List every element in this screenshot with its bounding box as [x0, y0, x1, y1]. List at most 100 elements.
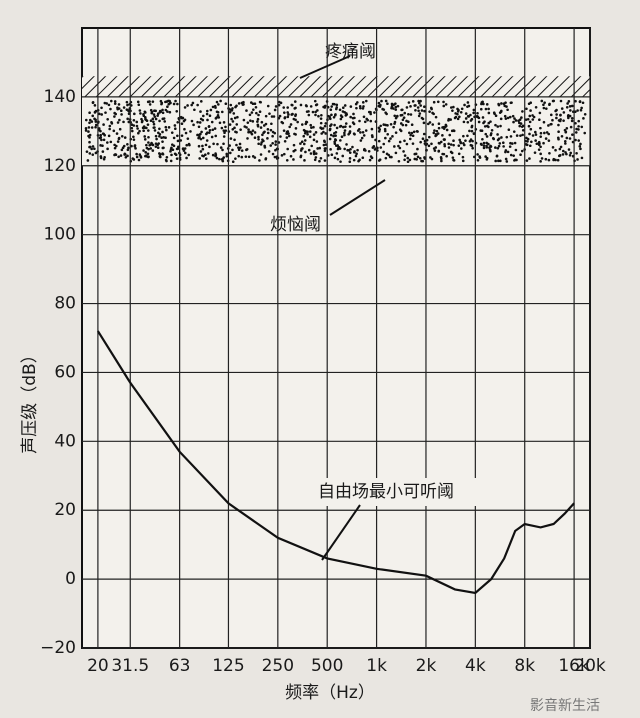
y-tick-label: 60	[54, 362, 76, 382]
band-dot	[461, 159, 465, 163]
band-dot	[193, 108, 196, 112]
band-dot	[201, 147, 205, 151]
band-dot	[263, 146, 267, 149]
band-dot	[348, 160, 352, 164]
band-dot	[257, 113, 260, 117]
band-dot	[478, 156, 482, 159]
band-dot	[168, 110, 172, 114]
band-dot	[180, 122, 184, 126]
band-dot	[432, 147, 436, 150]
band-dot	[429, 106, 433, 110]
band-dot	[421, 117, 425, 121]
band-dot	[216, 114, 220, 117]
band-dot	[481, 116, 485, 119]
band-dot	[457, 152, 461, 156]
band-dot	[314, 131, 318, 134]
band-dot	[256, 120, 259, 123]
band-dot	[384, 99, 388, 103]
band-dot	[526, 117, 530, 121]
band-dot	[333, 123, 336, 127]
band-dot	[238, 142, 242, 146]
band-dot	[330, 153, 334, 157]
band-dot	[125, 108, 129, 111]
band-dot	[351, 116, 355, 120]
band-dot	[506, 108, 509, 112]
band-dot	[406, 156, 410, 160]
series-label: 自由场最小可听阈	[318, 482, 454, 502]
band-dot	[387, 139, 391, 143]
band-dot	[183, 118, 187, 122]
x-tick-label: 8k	[514, 656, 535, 676]
band-dot	[512, 130, 516, 133]
band-dot	[517, 119, 520, 123]
band-dot	[413, 152, 417, 156]
band-dot	[538, 142, 541, 145]
band-dot	[201, 154, 204, 157]
band-dot	[412, 130, 416, 134]
band-dot	[428, 135, 431, 139]
band-dot	[489, 144, 492, 148]
band-dot	[183, 106, 187, 109]
band-dot	[447, 146, 451, 149]
band-dot	[411, 134, 415, 138]
band-dot	[349, 105, 353, 108]
band-dot	[443, 138, 446, 141]
band-dot	[88, 121, 91, 125]
band-dot	[562, 119, 565, 122]
band-dot	[432, 100, 436, 104]
band-dot	[88, 145, 91, 149]
band-dot	[484, 132, 488, 136]
band-dot	[245, 147, 249, 151]
band-dot	[113, 100, 117, 103]
band-dot	[348, 130, 352, 133]
band-dot	[459, 140, 462, 144]
band-dot	[198, 157, 201, 160]
band-dot	[319, 157, 323, 160]
band-dot	[402, 150, 405, 153]
band-dot	[564, 151, 567, 154]
band-dot	[237, 146, 240, 149]
band-dot	[204, 153, 207, 157]
band-dot	[94, 120, 98, 123]
band-dot	[579, 147, 582, 151]
band-dot	[291, 112, 294, 116]
band-dot	[482, 102, 485, 106]
band-dot	[400, 108, 403, 112]
band-dot	[509, 135, 513, 138]
band-dot	[256, 123, 260, 127]
band-dot	[266, 131, 270, 135]
band-dot	[224, 125, 227, 129]
band-dot	[433, 129, 436, 132]
band-dot	[266, 104, 270, 108]
band-dot	[309, 152, 313, 155]
band-dot	[370, 156, 374, 160]
band-dot	[196, 120, 199, 124]
band-dot	[157, 142, 161, 145]
band-dot	[143, 126, 147, 130]
band-dot	[387, 153, 390, 157]
band-dot	[421, 137, 425, 141]
band-dot	[135, 152, 138, 156]
band-dot	[407, 112, 410, 116]
band-dot	[149, 108, 153, 112]
band-dot	[358, 158, 361, 162]
band-dot	[288, 125, 291, 129]
band-dot	[361, 101, 365, 104]
band-dot	[577, 119, 580, 123]
band-dot	[405, 119, 408, 123]
band-dot	[548, 102, 551, 106]
band-dot	[211, 153, 215, 157]
band-dot	[181, 147, 185, 150]
band-dot	[539, 160, 542, 163]
band-dot	[437, 149, 441, 153]
band-dot	[274, 105, 278, 108]
x-tick-label: 250	[262, 656, 294, 676]
band-dot	[567, 116, 570, 120]
band-dot	[156, 146, 160, 150]
band-dot	[568, 105, 572, 108]
band-dot	[403, 158, 406, 162]
band-dot	[440, 159, 443, 163]
band-dot	[303, 159, 306, 162]
x-tick-label: 31.5	[111, 656, 149, 676]
band-dot	[302, 142, 306, 146]
